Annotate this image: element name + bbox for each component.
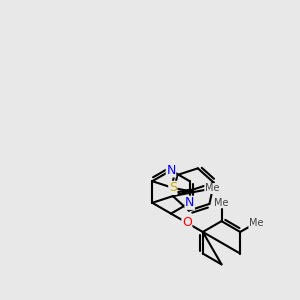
Text: N: N bbox=[166, 164, 176, 177]
Text: O: O bbox=[182, 216, 192, 229]
Text: N: N bbox=[185, 196, 194, 209]
Text: S: S bbox=[169, 182, 177, 194]
Text: Me: Me bbox=[214, 198, 229, 208]
Text: Me: Me bbox=[205, 184, 219, 194]
Text: Me: Me bbox=[249, 218, 263, 228]
